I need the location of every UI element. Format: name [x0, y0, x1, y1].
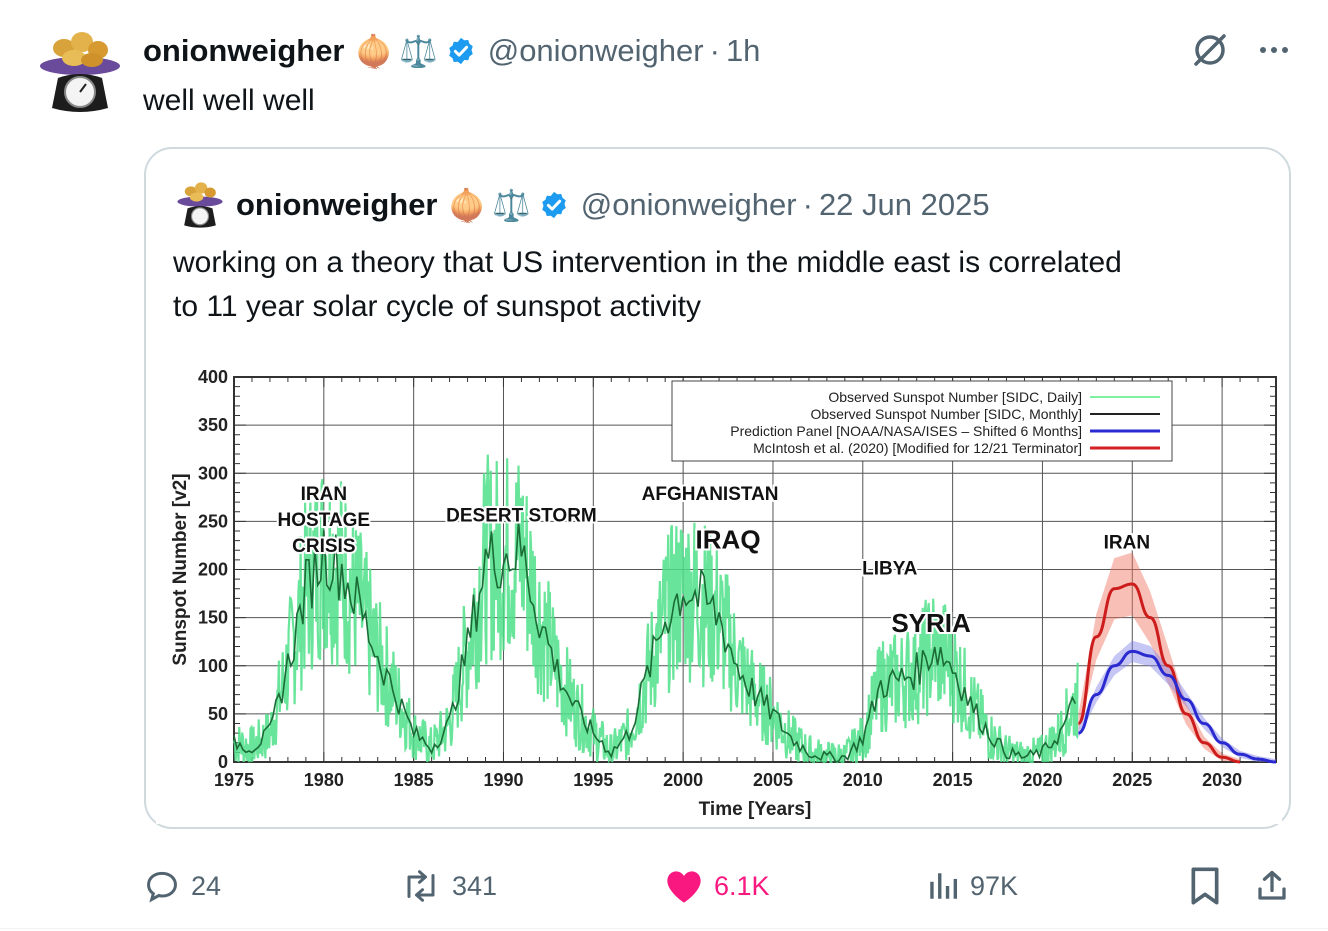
quoted-text-line: to 11 year solar cycle of sunspot activi…	[173, 290, 702, 323]
sunspot-chart-image[interactable]: 1975 1980 1985 1990 1995 2000 2005 2010 2015 2020…	[156, 367, 1282, 824]
more-icon[interactable]	[1256, 32, 1292, 73]
repost-count: 341	[452, 870, 498, 901]
legend-label: McIntosh et al. (2020) [Modified for 12/…	[753, 440, 1082, 456]
grok-icon[interactable]	[1190, 30, 1230, 75]
chart-annotation: CRISIS	[292, 536, 355, 557]
x-tick-label: 2015	[933, 770, 973, 790]
repost-button[interactable]: 341	[400, 860, 497, 912]
x-tick-label: 2025	[1112, 770, 1152, 790]
series-monthly-observed	[233, 521, 1077, 763]
mcintosh-uncertainty-band	[1078, 552, 1241, 762]
chart-annotation: LIBYA	[862, 558, 918, 579]
chart-annotation: DESERT STORM	[446, 505, 597, 526]
reply-count: 24	[191, 870, 222, 901]
x-tick-label: 1980	[304, 770, 344, 790]
verified-badge-icon[interactable]	[446, 36, 476, 66]
author-name[interactable]: onionweigher	[143, 33, 345, 68]
x-tick-label: 2000	[663, 770, 703, 790]
action-bar: 24 341 6.1K 97K	[0, 860, 1328, 912]
chart-annotation: IRAN	[1104, 532, 1150, 553]
quoted-post-text: working on a theory that US intervention…	[173, 241, 1263, 329]
legend-label: Observed Sunspot Number [SIDC, Daily]	[828, 389, 1082, 405]
series-mcintosh	[1076, 582, 1241, 764]
post-top-actions	[1190, 30, 1292, 75]
x-tick-label: 1990	[483, 770, 523, 790]
sunspot-chart: 1975 1980 1985 1990 1995 2000 2005 2010 2015 2020…	[156, 367, 1282, 824]
like-count: 6.1K	[714, 870, 770, 901]
x-axis-label: Time [Years]	[699, 799, 812, 820]
chart-annotation: IRAQ	[696, 524, 761, 554]
y-tick-label: 400	[198, 369, 228, 387]
separator-dot: ·	[802, 187, 813, 222]
y-tick-label: 200	[198, 560, 228, 580]
post-header: onionweigher 🧅 ⚖️ @onionweigher · 1h	[143, 28, 760, 74]
y-tick-label: 300	[198, 463, 228, 483]
post-time[interactable]: 1h	[725, 33, 761, 68]
verified-badge-icon	[539, 190, 569, 220]
legend-label: Observed Sunspot Number [SIDC, Monthly]	[810, 406, 1082, 422]
repost-icon	[407, 870, 435, 902]
views-button[interactable]: 97K	[926, 860, 1018, 912]
quoted-author-avatar[interactable]	[174, 179, 226, 231]
share-button[interactable]	[1254, 860, 1300, 912]
y-tick-label: 100	[198, 656, 228, 676]
author-avatar[interactable]	[34, 26, 126, 118]
heart-filled-icon	[667, 871, 701, 903]
author-handle[interactable]: @onionweigher	[487, 33, 704, 68]
quoted-post[interactable]: onionweigher 🧅 ⚖️ @onionweigher · 22 Jun…	[144, 147, 1291, 829]
y-tick-label: 50	[208, 704, 228, 724]
chart-annotation: AFGHANISTAN	[642, 484, 779, 505]
x-tick-label: 2005	[753, 770, 793, 790]
like-button[interactable]: 6.1K	[664, 860, 770, 912]
x-tick-label: 2030	[1202, 770, 1242, 790]
chart-annotation: IRAN	[301, 484, 347, 505]
share-icon	[1258, 870, 1286, 900]
reply-icon	[147, 871, 177, 903]
y-tick-label: 350	[198, 415, 228, 435]
onion-emoji-icon: 🧅	[447, 187, 487, 223]
onion-emoji-icon: 🧅	[354, 33, 394, 69]
post-text: well well well	[143, 84, 315, 117]
onion-scale-avatar-icon	[34, 26, 126, 118]
x-tick-label: 1975	[214, 770, 254, 790]
x-tick-label: 1985	[394, 770, 434, 790]
series-prediction	[1077, 649, 1277, 764]
x-tick-label: 2020	[1022, 770, 1062, 790]
scales-emoji-icon: ⚖️	[492, 187, 531, 223]
quoted-post-date: 22 Jun 2025	[818, 187, 990, 222]
divider	[0, 928, 1328, 929]
series-daily-observed	[232, 454, 1079, 765]
reply-button[interactable]: 24	[143, 860, 221, 912]
legend-label: Prediction Panel [NOAA/NASA/ISES – Shift…	[730, 423, 1082, 439]
legend-box	[671, 380, 1173, 462]
views-count: 97K	[970, 870, 1019, 901]
chart-annotation: SYRIA	[891, 608, 971, 638]
views-bar-chart-icon	[930, 873, 958, 899]
y-tick-label: 250	[198, 511, 228, 531]
x-tick-label: 1995	[573, 770, 613, 790]
quoted-author-name: onionweigher	[236, 187, 438, 222]
y-axis-label: Sunspot Number [v2]	[170, 473, 191, 665]
y-tick-label: 0	[218, 752, 228, 772]
quoted-post-header: onionweigher 🧅 ⚖️ @onionweigher · 22 Jun…	[236, 183, 990, 227]
quoted-author-handle: @onionweigher	[580, 187, 797, 222]
bookmark-button[interactable]	[1188, 860, 1232, 912]
quoted-text-line: working on a theory that US intervention…	[173, 246, 1122, 279]
x-tick-label: 2010	[843, 770, 883, 790]
scales-emoji-icon: ⚖️	[399, 33, 438, 69]
onion-scale-avatar-icon	[177, 182, 223, 228]
y-tick-label: 150	[198, 608, 228, 628]
chart-annotation: HOSTAGE	[278, 510, 371, 531]
separator-dot: ·	[709, 33, 720, 68]
bookmark-icon	[1191, 867, 1219, 905]
